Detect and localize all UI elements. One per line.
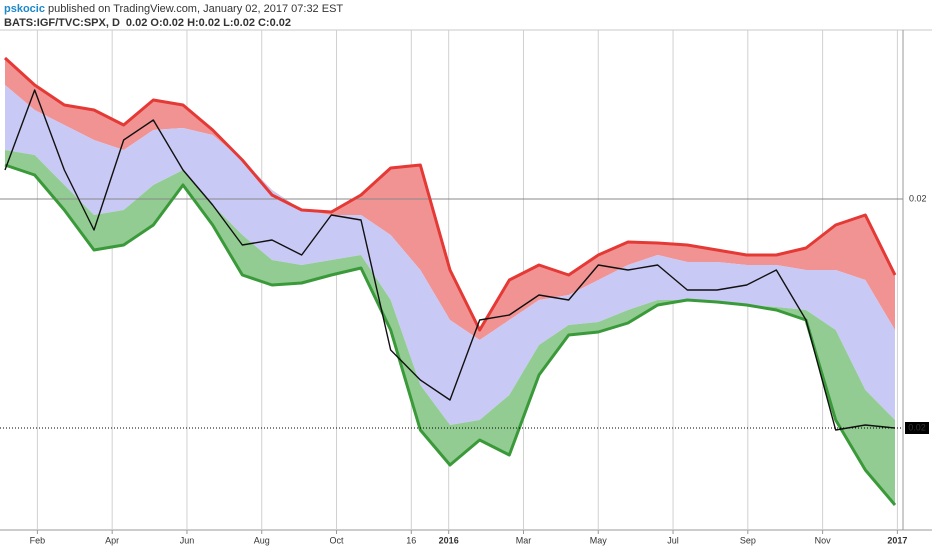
symbol-line: BATS:IGF/TVC:SPX, D 0.02 O:0.02 H:0.02 L:… xyxy=(4,17,291,29)
x-tick-label: Nov xyxy=(815,535,832,545)
published: published on TradingView.com, January 02… xyxy=(48,3,343,15)
x-tick-label: Sep xyxy=(740,535,756,545)
x-tick-label: Jul xyxy=(667,535,679,545)
x-tick-label: 2017 xyxy=(887,535,907,545)
ohlc: 0.02 O:0.02 H:0.02 L:0.02 C:0.02 xyxy=(126,17,291,29)
x-tick-label: May xyxy=(590,535,608,545)
last-price-box xyxy=(905,422,929,434)
x-tick-label: Aug xyxy=(254,535,270,545)
band-fill xyxy=(5,58,895,340)
band-line xyxy=(3,56,897,332)
x-tick-label: 2016 xyxy=(439,535,459,545)
y-tick-label: 0.02 xyxy=(909,193,927,203)
x-tick-label: Apr xyxy=(105,535,119,545)
price-line xyxy=(4,89,896,431)
x-tick-label: 16 xyxy=(406,535,416,545)
band-line xyxy=(4,163,897,506)
last-price-label: 0.02 xyxy=(908,422,926,432)
x-tick-label: Jun xyxy=(180,535,195,545)
x-tick-label: Feb xyxy=(30,535,46,545)
band-fill xyxy=(5,85,895,425)
x-tick-label: Mar xyxy=(516,535,532,545)
band-fill xyxy=(5,150,895,505)
header-line: pskocic published on TradingView.com, Jan… xyxy=(4,3,343,15)
symbol: BATS:IGF/TVC:SPX, D xyxy=(4,17,120,29)
x-tick-label: Oct xyxy=(330,535,345,545)
author: pskocic xyxy=(4,3,45,15)
